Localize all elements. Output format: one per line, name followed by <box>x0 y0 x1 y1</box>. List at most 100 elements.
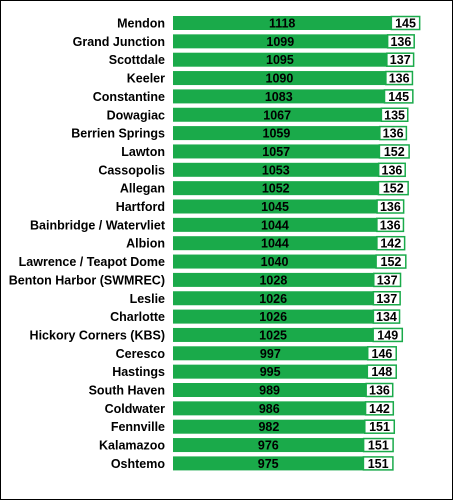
main-bar <box>173 162 379 177</box>
bar-row: Mendon 1118 145 <box>117 15 421 31</box>
category-label: South Haven <box>89 384 165 398</box>
secondary-value-label: 137 <box>377 273 398 287</box>
main-value-label: 1044 <box>261 237 289 251</box>
secondary-bar <box>377 180 409 196</box>
main-bar <box>173 236 377 251</box>
bar-row: Coldwater 986 142 <box>105 401 395 416</box>
bar-row: Constantine 1083 145 <box>93 89 414 104</box>
bar-row: Fennville 982 151 <box>111 419 396 434</box>
main-bar <box>173 107 382 122</box>
secondary-bar <box>364 419 396 434</box>
secondary-bar <box>380 107 409 122</box>
main-value-label: 1052 <box>262 182 290 196</box>
category-label: Allegan <box>120 182 165 196</box>
secondary-bar <box>365 382 394 398</box>
secondary-value-label: 137 <box>390 53 411 67</box>
secondary-bar <box>376 217 405 233</box>
main-bar <box>173 89 385 104</box>
secondary-bar <box>386 34 415 49</box>
main-bar <box>173 217 377 232</box>
category-label: Scottdale <box>109 53 165 67</box>
bar-row: Grand Junction 1099 136 <box>73 34 415 49</box>
main-value-label: 1026 <box>259 292 287 306</box>
category-label: Hickory Corners (KBS) <box>30 328 165 342</box>
main-value-label: 1040 <box>261 255 289 269</box>
main-value-label: 1067 <box>263 108 291 122</box>
main-bar <box>173 126 380 141</box>
secondary-bar <box>378 144 410 159</box>
bar-row: Kalamazoo 976 151 <box>99 437 394 453</box>
bar-row: Scottdale 1095 137 <box>109 52 415 67</box>
secondary-value-label: 151 <box>368 457 389 471</box>
main-bar <box>173 52 387 67</box>
bar-row: Lawton 1057 152 <box>121 144 410 159</box>
bar-row: Charlotte 1026 134 <box>110 309 401 324</box>
secondary-bar <box>376 235 406 251</box>
main-bar <box>173 456 364 471</box>
secondary-bar <box>366 364 397 379</box>
main-bar <box>173 383 367 397</box>
main-value-label: 1057 <box>262 145 290 159</box>
secondary-value-label: 136 <box>382 163 403 177</box>
bar-row: Dowagiac 1067 135 <box>107 107 409 122</box>
main-value-label: 1025 <box>259 328 287 342</box>
secondary-bar <box>385 70 414 86</box>
category-label: Constantine <box>93 90 165 104</box>
bar-row: Hickory Corners (KBS) 1025 149 <box>30 327 404 342</box>
main-value-label: 1099 <box>266 35 294 49</box>
bar-row: Oshtemo 975 151 <box>111 456 394 471</box>
category-label: Lawton <box>121 145 165 159</box>
main-value-label: 986 <box>259 402 280 416</box>
secondary-bar <box>390 15 421 31</box>
secondary-value-label: 151 <box>368 439 389 453</box>
secondary-bar <box>364 401 395 416</box>
bar-row: Leslie 1026 137 <box>130 291 401 306</box>
secondary-value-label: 136 <box>390 35 411 49</box>
secondary-value-label: 152 <box>384 145 405 159</box>
secondary-bar <box>377 162 406 178</box>
main-bar <box>173 401 366 416</box>
secondary-value-label: 134 <box>376 310 397 324</box>
main-bar <box>173 199 378 214</box>
main-value-label: 995 <box>260 365 281 379</box>
secondary-value-label: 148 <box>371 365 392 379</box>
category-label: Ceresco <box>116 347 166 361</box>
category-label: Hastings <box>112 365 165 379</box>
secondary-bar <box>366 346 397 361</box>
secondary-bar <box>379 125 408 141</box>
category-label: Dowagiac <box>107 108 165 122</box>
main-value-label: 982 <box>258 420 279 434</box>
secondary-value-label: 152 <box>383 182 404 196</box>
main-value-label: 976 <box>258 439 279 453</box>
secondary-value-label: 149 <box>377 328 398 342</box>
category-label: Leslie <box>130 292 165 306</box>
main-bar <box>173 144 380 159</box>
bar-row: Lawrence / Teapot Dome 1040 152 <box>19 254 407 269</box>
main-value-label: 1026 <box>259 310 287 324</box>
category-label: Kalamazoo <box>99 439 165 453</box>
main-value-label: 1053 <box>262 163 290 177</box>
secondary-value-label: 145 <box>395 17 416 31</box>
secondary-value-label: 152 <box>381 255 402 269</box>
secondary-value-label: 145 <box>388 90 409 104</box>
bar-row: Keeler 1090 136 <box>127 70 414 86</box>
main-bar <box>173 181 379 196</box>
secondary-value-label: 136 <box>389 72 410 86</box>
category-label: Oshtemo <box>111 457 166 471</box>
category-label: Bainbridge / Watervliet <box>30 218 166 232</box>
main-bar <box>173 364 368 379</box>
main-value-label: 975 <box>258 457 279 471</box>
secondary-bar <box>362 456 394 471</box>
category-label: Mendon <box>117 17 165 31</box>
main-value-label: 1059 <box>263 127 291 141</box>
bar-row: Benton Harbor (SWMREC) 1028 137 <box>9 272 402 287</box>
bar-row: Albion 1044 142 <box>126 235 406 251</box>
secondary-value-label: 136 <box>380 218 401 232</box>
category-label: Fennville <box>111 420 165 434</box>
main-bar <box>173 309 374 324</box>
main-bar <box>173 419 365 434</box>
main-bar <box>173 291 374 306</box>
category-label: Benton Harbor (SWMREC) <box>9 273 165 287</box>
main-value-label: 1028 <box>259 273 287 287</box>
